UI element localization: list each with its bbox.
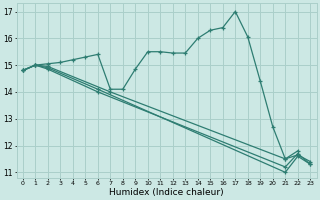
X-axis label: Humidex (Indice chaleur): Humidex (Indice chaleur) [109, 188, 224, 197]
